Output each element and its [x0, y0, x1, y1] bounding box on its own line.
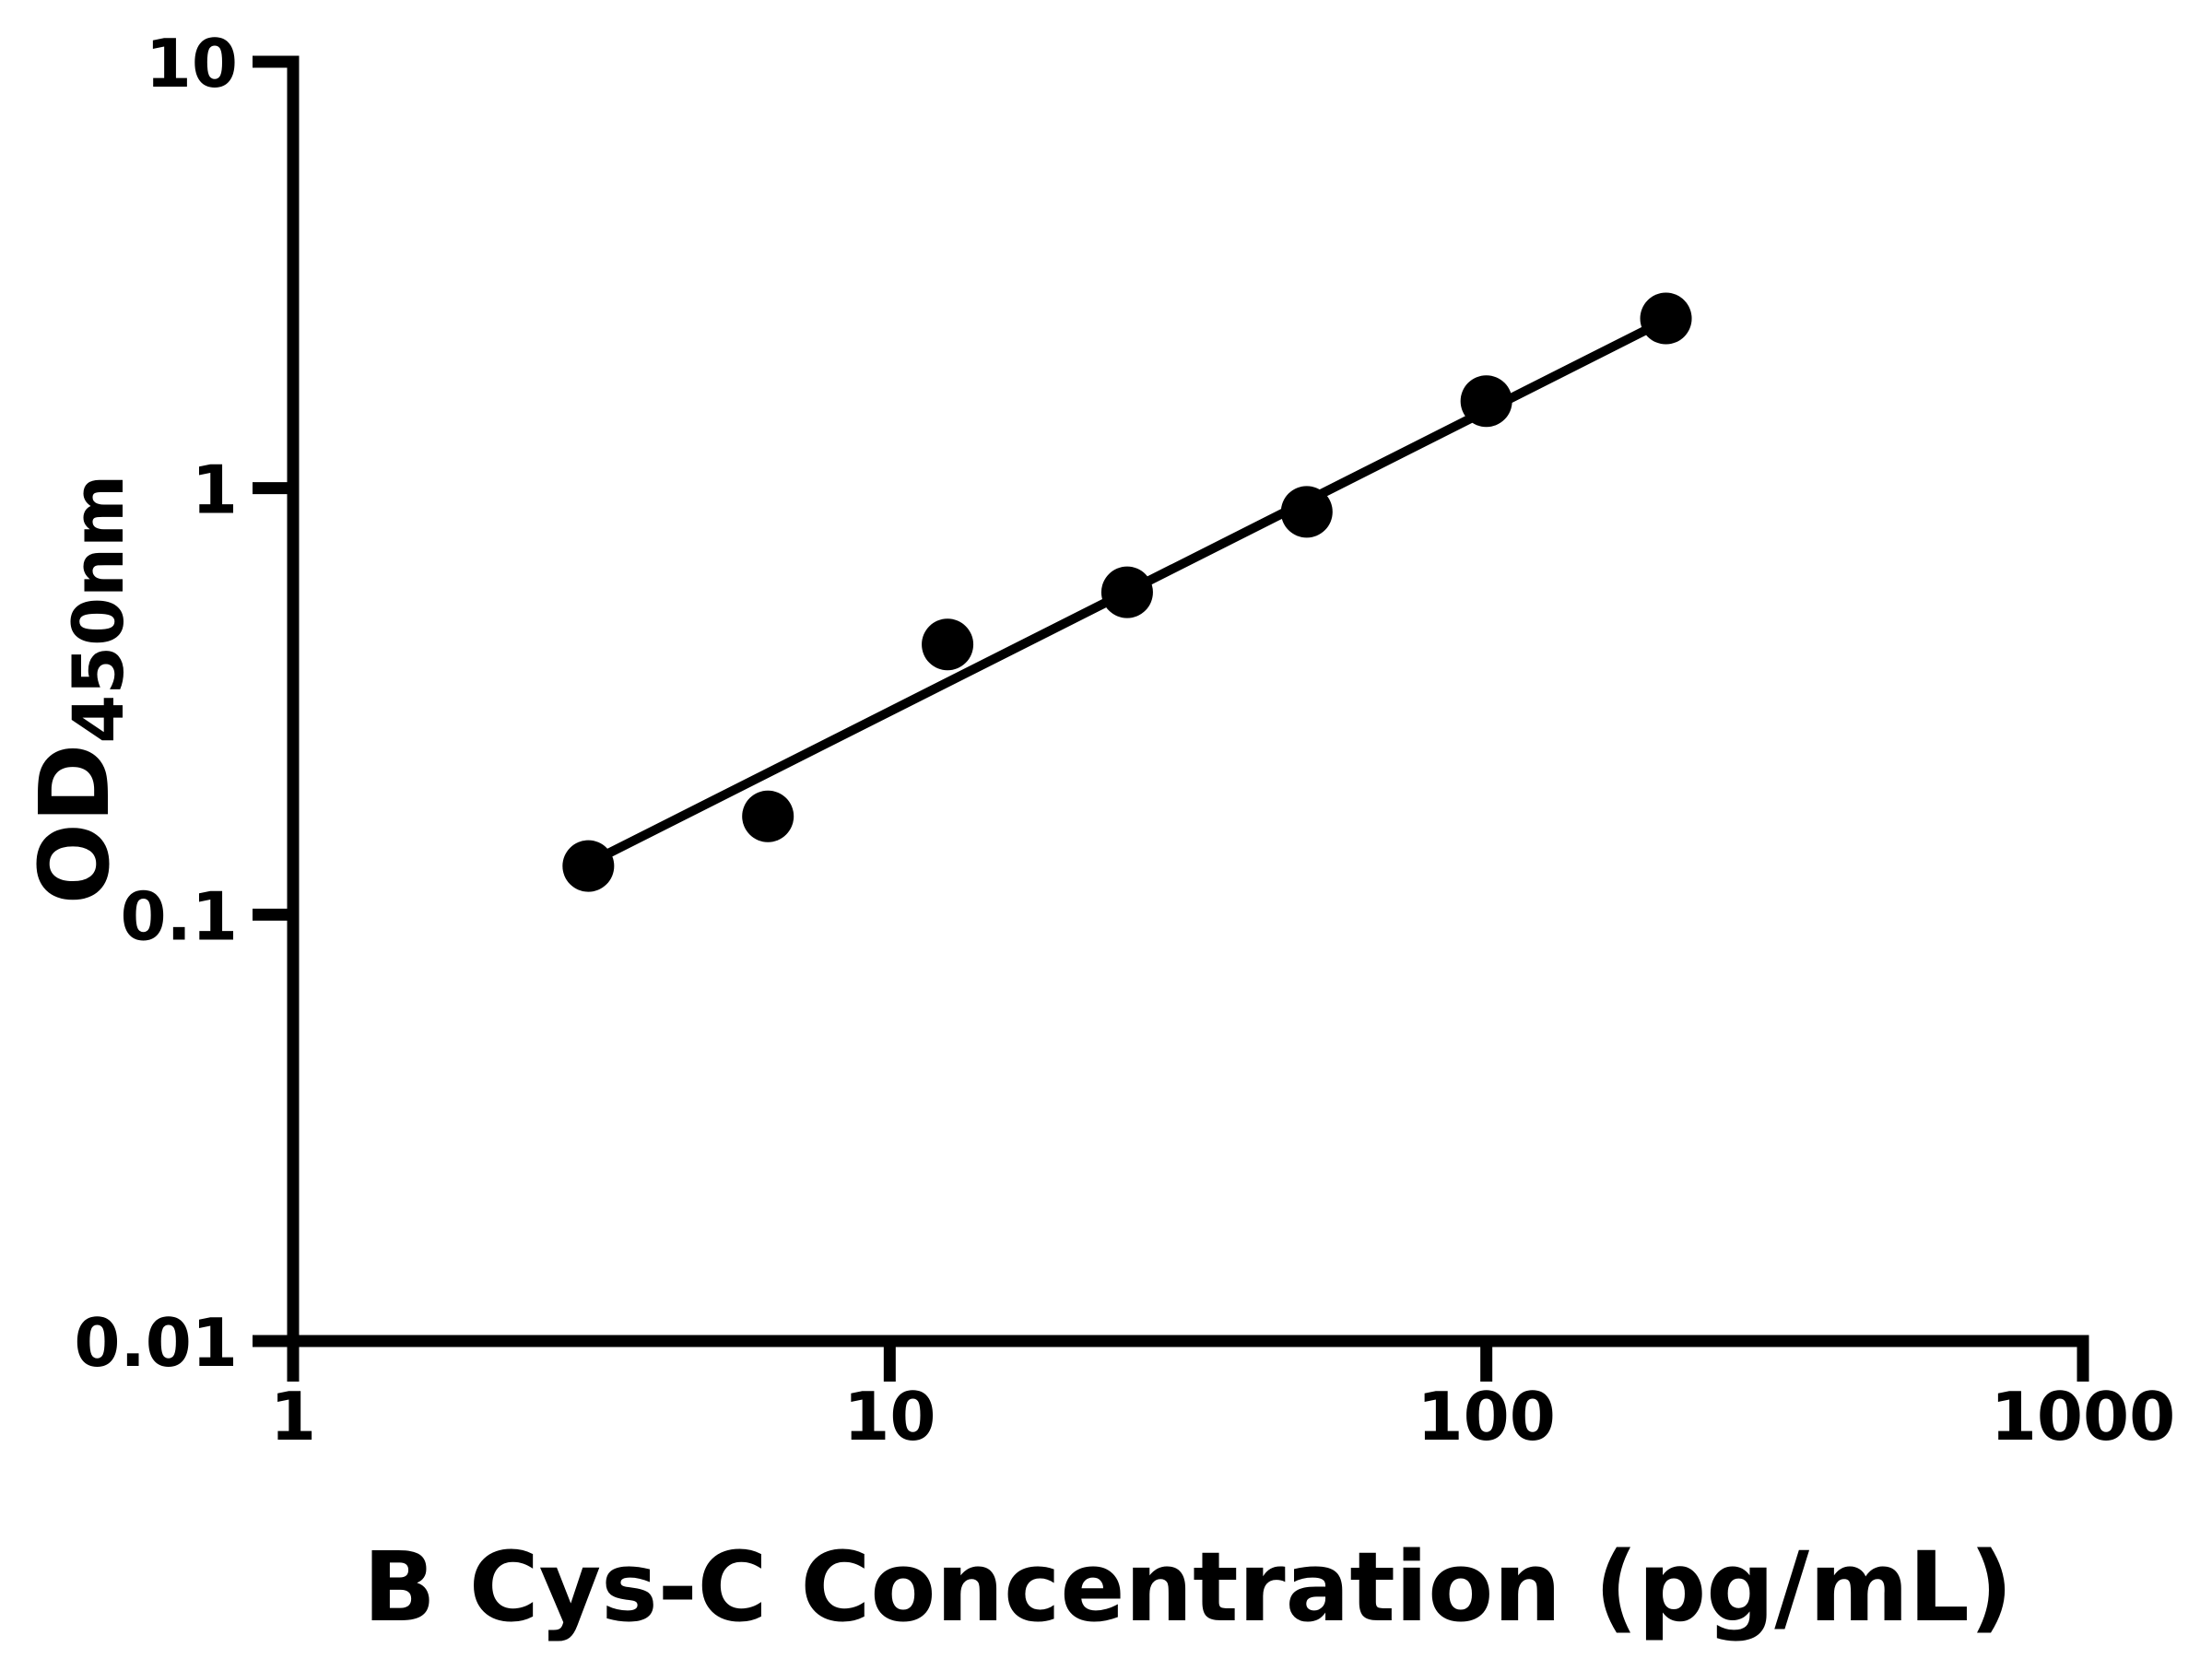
- x-axis-title: B Cys-C Concentration (pg/mL): [363, 1531, 2013, 1643]
- x-axis-ticks: [287, 1341, 2089, 1382]
- y-tick-label: 1: [192, 452, 238, 529]
- x-tick-label: 10: [843, 1378, 935, 1455]
- y-tick-label: 0.01: [74, 1304, 238, 1382]
- y-axis-title-main: OD: [18, 744, 131, 905]
- x-axis-tick-labels: 1 10 100 1000: [270, 1378, 2175, 1455]
- y-axis-line: [253, 55, 300, 1341]
- data-point: [1280, 486, 1333, 538]
- data-point: [562, 840, 615, 892]
- data-point: [922, 618, 974, 671]
- y-tick-label: 10: [146, 25, 238, 102]
- y-tick-label: 0.1: [120, 877, 238, 955]
- axes: 1 10 100 1000 0.01 0.1 1 10: [74, 25, 2175, 1455]
- data-point: [1100, 566, 1153, 618]
- data-points: [562, 292, 1692, 892]
- y-axis-title-subscript: 450nm: [57, 475, 139, 744]
- x-tick-label: 100: [1418, 1378, 1556, 1455]
- data-point: [1640, 292, 1692, 345]
- y-axis-tick-labels: 0.01 0.1 1 10: [74, 25, 238, 1382]
- data-point: [1460, 375, 1512, 428]
- x-tick-label: 1: [270, 1378, 316, 1455]
- plot-area: [562, 292, 1692, 892]
- y-axis-ticks: [253, 55, 293, 1347]
- y-axis-title: OD450nm: [18, 475, 139, 905]
- data-point: [742, 790, 794, 842]
- x-axis-line: [293, 1335, 2089, 1382]
- x-tick-label: 1000: [1991, 1378, 2175, 1455]
